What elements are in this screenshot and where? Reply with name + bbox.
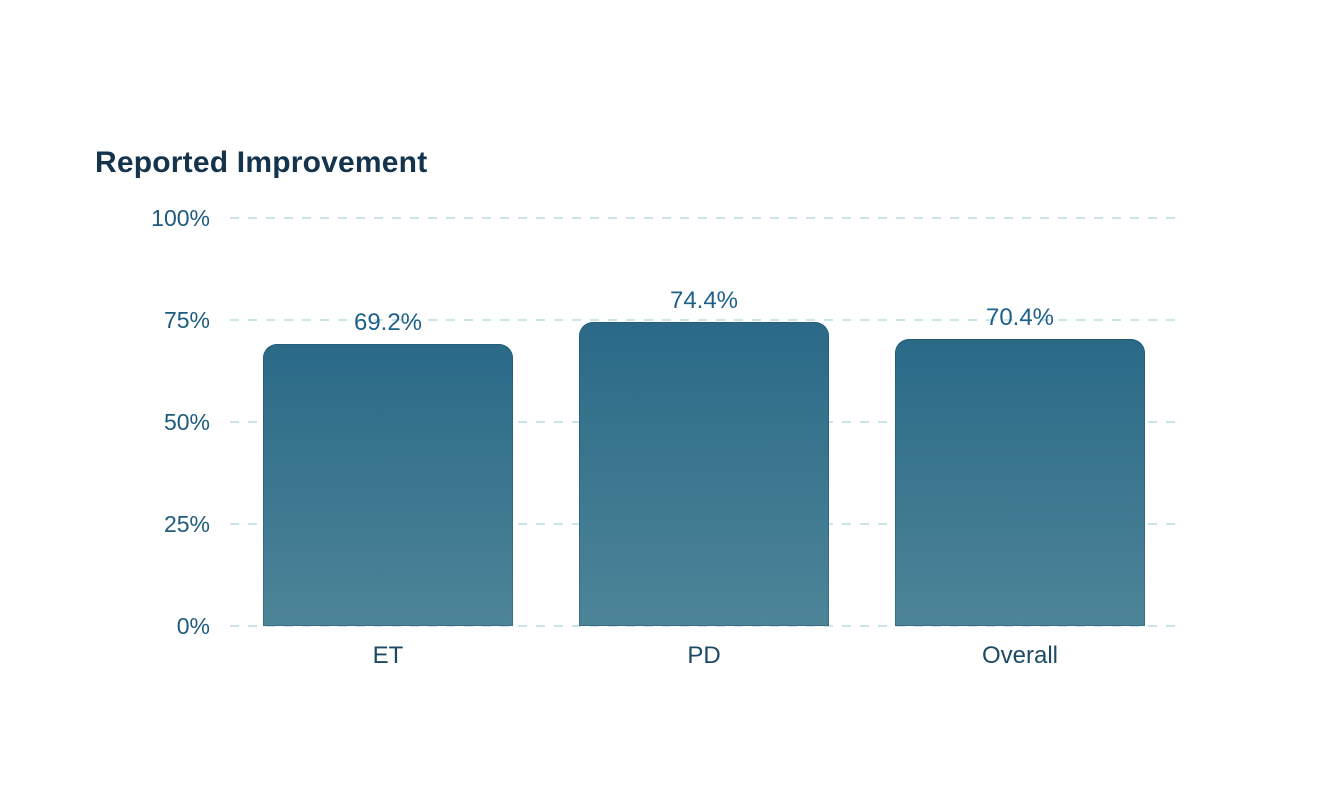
bar-pd bbox=[579, 322, 829, 626]
bar-overall bbox=[895, 338, 1145, 626]
y-axis-tick-label: 0% bbox=[176, 613, 210, 639]
gridline-75 bbox=[230, 319, 1178, 321]
y-axis-tick-label: 75% bbox=[163, 307, 210, 333]
bar-value-label: 69.2% bbox=[353, 308, 423, 336]
gridline-0 bbox=[230, 625, 1178, 627]
y-axis-tick-label: 50% bbox=[163, 409, 210, 435]
y-axis-tick-label: 25% bbox=[163, 511, 210, 537]
gridline-100 bbox=[230, 217, 1178, 219]
bar-group-pd: 74.4% PD bbox=[579, 218, 829, 669]
chart-title: Reported Improvement bbox=[95, 146, 428, 179]
x-axis-category-label: Overall bbox=[981, 642, 1059, 669]
x-axis-category-label: PD bbox=[687, 642, 721, 669]
x-axis-category-label: ET bbox=[372, 642, 404, 669]
bar-et bbox=[263, 343, 513, 626]
y-axis-tick-label: 100% bbox=[151, 205, 210, 231]
bar-value-label: 74.4% bbox=[669, 287, 739, 315]
bar-group-et: 69.2% ET bbox=[263, 218, 513, 669]
bar-group-overall: 70.4% Overall bbox=[895, 218, 1145, 669]
bar-value-label: 70.4% bbox=[985, 303, 1055, 331]
